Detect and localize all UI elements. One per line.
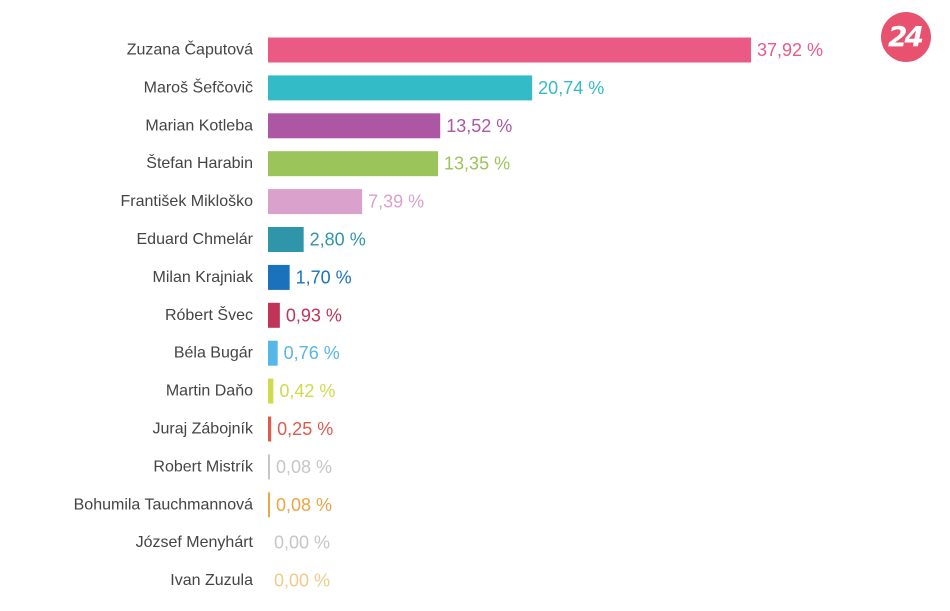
value-label: 13,52 % <box>446 116 512 136</box>
value-labels: 37,92 % 20,74 % 13,52 % 13,35 % 7,39 %2,80 %… <box>274 40 823 591</box>
value-label: 2,80 % <box>310 230 366 250</box>
value-label: 0,25 % <box>277 419 333 439</box>
candidate-label: Milan Krajniak <box>153 269 254 286</box>
site-logo[interactable]: 24 <box>881 12 931 62</box>
result-bar[interactable] <box>268 302 280 328</box>
value-label: 0,00 % <box>274 571 330 591</box>
value-label: 20,74 % <box>538 78 604 98</box>
candidate-label: Robert Mistrík <box>153 458 254 475</box>
value-label: 0,08 % <box>276 495 332 515</box>
result-bar[interactable] <box>268 189 363 215</box>
result-bar[interactable] <box>268 151 439 177</box>
value-label: 1,70 % <box>296 267 352 287</box>
candidate-label: Ivan Zuzula <box>170 572 253 589</box>
candidate-label: Béla Bugár <box>174 345 254 362</box>
result-bar[interactable] <box>268 492 270 518</box>
result-bar[interactable] <box>268 454 270 480</box>
result-bar[interactable] <box>268 416 272 442</box>
result-bar[interactable] <box>268 37 751 63</box>
value-label: 7,39 % <box>368 192 424 212</box>
candidate-label: Róbert Švec <box>165 305 253 324</box>
result-bar[interactable] <box>268 227 304 252</box>
result-bar[interactable] <box>268 264 290 290</box>
value-label: 0,08 % <box>276 457 332 477</box>
value-label: 37,92 % <box>757 40 823 60</box>
candidate-label: Marian Kotleba <box>145 117 253 134</box>
result-bar[interactable] <box>268 75 533 101</box>
candidate-label: Maroš Šefčovič <box>144 77 253 96</box>
candidate-label: Martin Daňo <box>166 383 253 400</box>
candidate-label: František Mikloško <box>121 193 254 210</box>
result-bar[interactable] <box>268 378 274 404</box>
candidate-label: Štefan Harabin <box>146 153 253 172</box>
candidate-label: József Menyhárt <box>136 534 254 551</box>
value-label: 0,00 % <box>274 533 330 553</box>
value-label: 0,76 % <box>284 343 340 363</box>
candidate-label: Zuzana Čaputová <box>127 40 253 59</box>
candidate-label: Juraj Zábojník <box>153 421 254 438</box>
value-label: 0,93 % <box>286 305 342 325</box>
result-bar[interactable] <box>268 340 278 366</box>
site-logo-text: 24 <box>888 20 924 53</box>
candidate-labels: Zuzana Čaputová Maroš Šefčovič Marian Kotl… <box>74 40 254 590</box>
candidate-label: Eduard Chmelár <box>137 231 254 248</box>
value-label: 0,42 % <box>279 381 335 401</box>
candidate-label: Bohumila Tauchmannová <box>74 496 253 513</box>
value-label: 13,35 % <box>444 154 510 174</box>
result-bar[interactable] <box>268 113 441 139</box>
result-bars <box>268 37 751 518</box>
